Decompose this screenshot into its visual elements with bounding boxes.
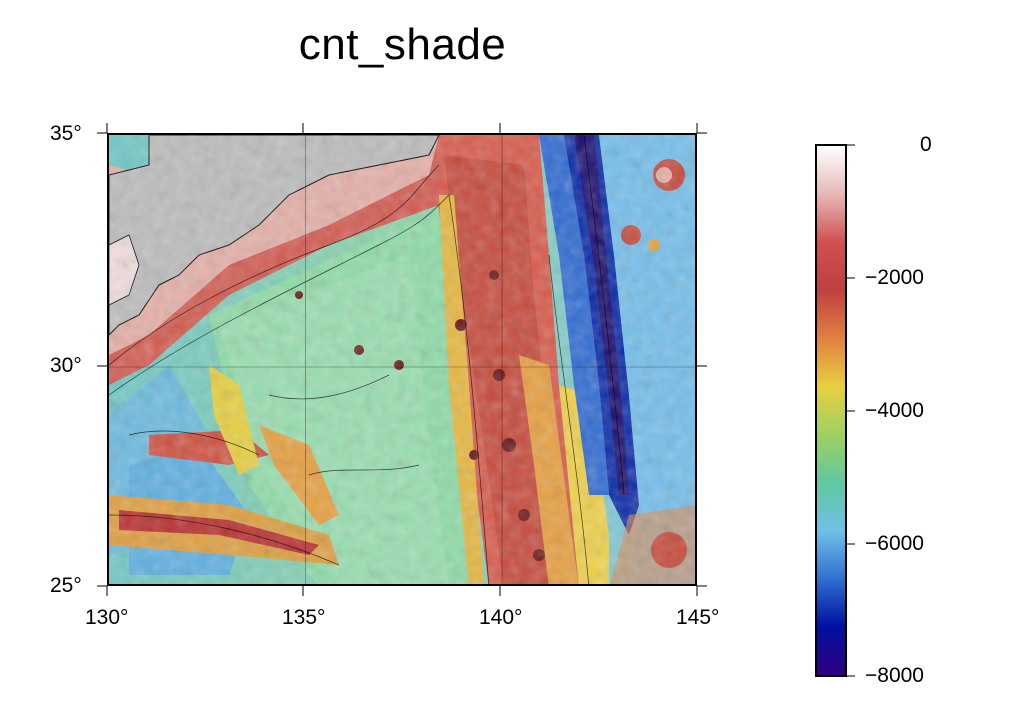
map-title: cnt_shade	[298, 20, 507, 69]
colorbar-label-2000: −2000	[865, 266, 924, 289]
colorbar-label-8000: −8000	[865, 664, 924, 687]
bathymetry-map	[107, 133, 697, 586]
x-tick-145: 145°	[676, 606, 720, 629]
y-tick-35: 35°	[50, 122, 82, 145]
depth-colorbar	[815, 144, 847, 677]
colorbar-label-4000: −4000	[865, 399, 924, 422]
x-tick-130: 130°	[85, 606, 129, 629]
bathymetry-image	[109, 135, 695, 584]
y-tick-25: 25°	[50, 574, 82, 597]
y-tick-30: 30°	[50, 354, 82, 377]
x-tick-135: 135°	[282, 606, 326, 629]
x-tick-140: 140°	[479, 606, 523, 629]
colorbar-label-0: 0	[920, 133, 932, 156]
colorbar-label-6000: −6000	[865, 532, 924, 555]
